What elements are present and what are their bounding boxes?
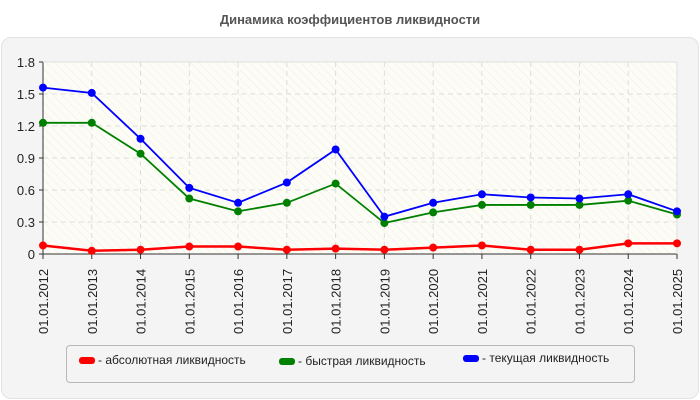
series-line [42, 86, 678, 218]
data-point[interactable] [429, 243, 438, 252]
x-tick-label: 01.01.2021 [475, 269, 490, 334]
data-point[interactable] [624, 196, 633, 205]
y-tick-label: 1.5 [17, 87, 35, 102]
data-point[interactable] [526, 193, 535, 202]
data-point[interactable] [477, 241, 486, 250]
y-tick-label: 0.9 [17, 151, 35, 166]
data-point[interactable] [526, 245, 535, 254]
data-point[interactable] [234, 242, 243, 251]
axes [39, 61, 678, 259]
x-axis-labels: 01.01.2012 01.01.2013 01.01.2014 01.01.2015… [36, 269, 685, 334]
x-tick-label: 01.01.2018 [329, 269, 344, 334]
data-point[interactable] [185, 242, 194, 251]
data-point[interactable] [575, 245, 584, 254]
data-point[interactable] [234, 207, 243, 216]
data-point[interactable] [87, 88, 96, 97]
x-tick-label: 01.01.2014 [134, 269, 149, 334]
y-axis-labels: 0 0.3 0.6 0.9 1.2 1.5 1.8 [17, 55, 35, 262]
y-tick-label: 0.6 [17, 183, 35, 198]
data-point[interactable] [136, 245, 145, 254]
series-line [42, 242, 677, 253]
x-tick-label: 01.01.2016 [231, 269, 246, 334]
data-point[interactable] [331, 145, 340, 154]
data-point[interactable] [39, 83, 47, 92]
data-point[interactable] [624, 239, 633, 248]
legend-swatch-blue-icon [463, 354, 479, 362]
data-point[interactable] [673, 207, 681, 216]
data-point[interactable] [477, 200, 486, 209]
data-point[interactable] [477, 190, 486, 199]
legend-item-current: - текущая ликвидность [463, 351, 609, 365]
x-tick-label: 01.01.2012 [36, 269, 51, 334]
data-point[interactable] [282, 198, 291, 207]
x-tick-label: 01.01.2022 [524, 269, 539, 334]
x-tick-label: 01.01.2019 [377, 269, 392, 334]
data-point[interactable] [87, 246, 96, 255]
x-tick-label: 01.01.2020 [426, 269, 441, 334]
data-point[interactable] [673, 239, 681, 248]
data-point[interactable] [234, 198, 243, 207]
legend-swatch-green-icon [279, 357, 295, 365]
legend: - абсолютная ликвидность - быстрая ликви… [66, 345, 635, 383]
x-tick-label: 01.01.2015 [182, 269, 197, 334]
data-point[interactable] [39, 118, 47, 127]
legend-item-quick: - быстрая ликвидность [279, 354, 426, 368]
y-tick-label: 1.2 [17, 119, 35, 134]
legend-label: - текущая ликвидность [482, 351, 610, 365]
legend-label: - быстрая ликвидность [298, 354, 426, 368]
data-point[interactable] [87, 118, 96, 127]
series-lines [39, 83, 681, 255]
data-point[interactable] [429, 198, 438, 207]
x-tick-label: 01.01.2024 [621, 269, 636, 334]
data-point[interactable] [185, 183, 194, 192]
y-tick-label: 0 [28, 247, 35, 262]
data-point[interactable] [282, 245, 291, 254]
data-point[interactable] [380, 212, 389, 221]
data-point[interactable] [331, 179, 340, 188]
data-point[interactable] [575, 200, 584, 209]
y-tick-label: 0.3 [17, 215, 35, 230]
data-point[interactable] [380, 245, 389, 254]
data-point[interactable] [136, 149, 145, 158]
x-tick-label: 01.01.2017 [280, 269, 295, 334]
line-chart: 01.01.2012 01.01.2013 01.01.2014 01.01.2015… [17, 55, 685, 334]
data-point[interactable] [526, 200, 535, 209]
data-point[interactable] [185, 194, 194, 203]
series-line [43, 121, 678, 225]
legend-item-absolute: - абсолютная ликвидность [79, 353, 246, 367]
y-tick-label: 1.8 [17, 55, 35, 70]
data-point[interactable] [282, 178, 291, 187]
x-tick-label: 01.01.2013 [85, 269, 100, 334]
legend-label: - абсолютная ликвидность [98, 353, 246, 367]
x-tick-label: 01.01.2023 [572, 269, 587, 334]
data-point[interactable] [380, 219, 389, 228]
data-point[interactable] [331, 244, 340, 253]
legend-swatch-red-icon [79, 356, 95, 364]
data-point[interactable] [624, 190, 633, 199]
data-point[interactable] [136, 134, 145, 143]
data-point[interactable] [575, 194, 584, 203]
x-tick-label: 01.01.2025 [670, 269, 685, 334]
chart-title: Динамика коэффициентов ликвидности [219, 12, 481, 27]
data-point[interactable] [39, 241, 47, 250]
data-point[interactable] [429, 208, 438, 217]
